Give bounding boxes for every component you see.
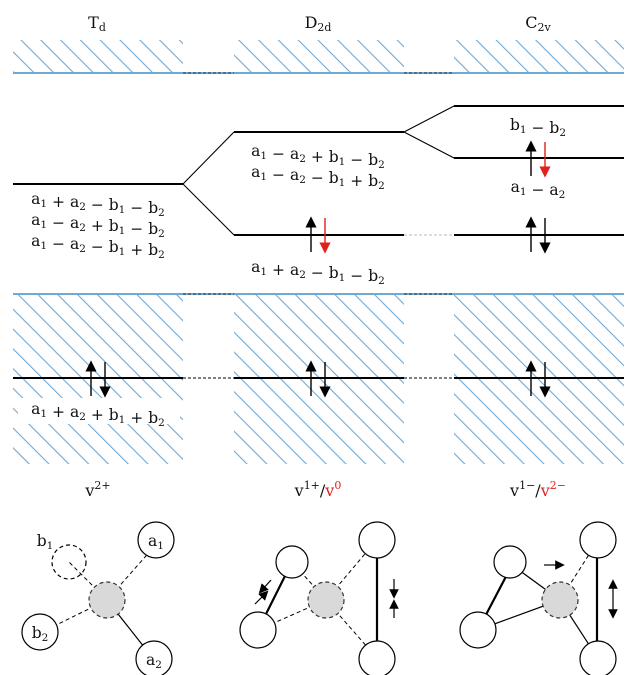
structure-d2d [239,521,399,675]
d2d-lower-label: a1 + a2 − b1 − b2 [251,258,385,287]
structure-td: b1 a1 b2 a2 [21,521,175,675]
atom [459,611,497,649]
charge-label-td: v2+ [84,479,110,500]
atom-back [275,545,309,579]
header-td: Td [88,13,106,34]
td-lower-label: a1 + a2 + b1 + b2 [31,400,165,429]
vacancy-site [307,581,345,619]
d2d-upper-label-2: a1 − a2 − b1 + b2 [251,163,385,192]
vacancy-site [88,581,126,619]
svg-text:b2: b2 [32,624,49,644]
atom-b2 [21,613,59,651]
svg-text:a2: a2 [146,651,162,671]
atom-a2 [135,640,173,675]
c2v-mid-label: a1 − a2 [511,178,566,201]
charge-label-c2v: v1−/v2− [509,479,566,500]
spin-arrows [85,140,551,398]
charge-label-d2d: v1+/v0 [294,479,342,500]
atom-b1-back [51,544,87,580]
c2v-top-label: b1 − b2 [510,116,566,139]
atom-back [493,545,527,579]
atom [358,640,396,675]
header-c2v: C2v [525,13,551,34]
atom [579,521,617,559]
level-labels: a1 + a2 − b1 − b2 a1 − a2 + b1 − b2 a1 −… [31,116,566,429]
vacancy-site [541,581,579,619]
td-upper-label-1: a1 + a2 − b1 − b2 [31,190,165,219]
td-upper-label-2: a1 − a2 + b1 − b2 [31,211,165,240]
svg-text:b1: b1 [37,532,54,552]
header-d2d: D2d [305,13,332,34]
energy-levels [13,105,624,379]
structure-c2v [459,521,618,675]
correlation-lines [182,105,455,379]
atom-a1 [137,521,175,559]
atom [239,611,277,649]
conduction-band [13,40,624,74]
atom [358,521,396,559]
atom [579,640,617,675]
d2d-upper-label-1: a1 − a2 + b1 − b2 [251,142,385,171]
td-upper-label-3: a1 − a2 − b1 + b2 [31,232,165,261]
svg-text:a1: a1 [148,532,164,552]
